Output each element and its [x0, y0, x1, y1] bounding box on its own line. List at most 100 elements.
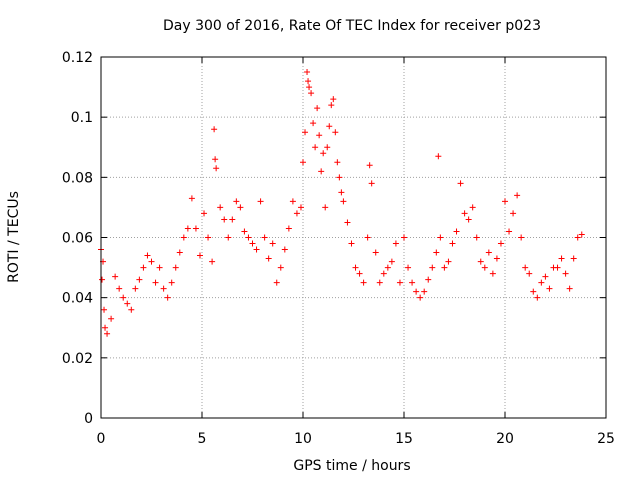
data-point: [192, 225, 199, 232]
data-point: [241, 228, 248, 235]
data-points: [98, 69, 585, 337]
data-point: [334, 159, 341, 166]
data-point: [364, 234, 371, 241]
data-point: [320, 150, 327, 157]
data-point: [417, 294, 424, 301]
data-point: [316, 132, 323, 139]
data-point: [257, 198, 264, 205]
data-point: [225, 234, 232, 241]
data-point: [380, 270, 387, 277]
data-point: [538, 279, 545, 286]
data-point: [176, 249, 183, 256]
data-point: [212, 156, 219, 163]
data-point: [180, 234, 187, 241]
data-point: [388, 258, 395, 265]
data-point: [558, 255, 565, 262]
data-point: [542, 273, 549, 280]
data-point: [304, 69, 311, 76]
data-point: [530, 288, 537, 295]
x-tick-label: 20: [496, 431, 514, 447]
data-point: [324, 144, 331, 151]
data-point: [445, 258, 452, 265]
data-point: [136, 276, 143, 283]
data-point: [281, 246, 288, 253]
data-point: [485, 249, 492, 256]
data-point: [368, 180, 375, 187]
data-point: [465, 216, 472, 223]
data-point: [522, 264, 529, 271]
data-point: [300, 159, 306, 166]
data-point: [344, 219, 351, 226]
data-point: [497, 240, 504, 247]
data-point: [101, 306, 108, 313]
data-point: [437, 234, 444, 241]
data-point: [336, 174, 343, 181]
data-point: [570, 255, 577, 262]
data-point: [314, 105, 321, 112]
data-point: [493, 255, 500, 262]
chart-title: Day 300 of 2016, Rate Of TEC Index for r…: [163, 18, 541, 34]
data-point: [534, 294, 541, 301]
data-point: [328, 102, 335, 109]
data-point: [372, 249, 379, 256]
data-point: [277, 264, 284, 271]
data-point: [229, 216, 236, 223]
data-point: [396, 279, 403, 286]
data-point: [376, 279, 383, 286]
data-point: [221, 216, 228, 223]
data-point: [433, 249, 440, 256]
data-point: [108, 315, 115, 322]
data-point: [102, 324, 109, 331]
data-point: [273, 279, 280, 286]
data-point: [152, 279, 159, 286]
data-point: [338, 189, 345, 196]
data-point: [217, 204, 224, 211]
data-point: [356, 270, 363, 277]
data-point: [140, 264, 147, 271]
data-point: [574, 234, 581, 241]
data-point: [201, 210, 208, 217]
data-point: [144, 252, 151, 259]
data-point: [233, 198, 240, 205]
data-point: [245, 234, 252, 241]
data-point: [340, 198, 347, 205]
data-point: [205, 234, 212, 241]
x-tick-label: 10: [294, 431, 312, 447]
data-point: [360, 279, 367, 286]
y-axis-label: ROTI / TECUs: [6, 191, 22, 283]
data-point: [481, 264, 488, 271]
data-point: [506, 228, 513, 235]
data-point: [489, 270, 496, 277]
data-point: [184, 225, 191, 232]
data-point: [409, 279, 416, 286]
data-point: [453, 228, 460, 235]
data-point: [297, 204, 304, 211]
data-point: [401, 234, 407, 241]
data-point: [312, 144, 319, 151]
data-point: [168, 279, 175, 286]
data-point: [330, 96, 337, 103]
data-point: [461, 210, 468, 217]
data-point: [405, 264, 412, 271]
data-point: [308, 90, 315, 97]
data-point: [514, 192, 521, 199]
data-point: [526, 270, 533, 277]
data-point: [213, 165, 220, 172]
x-tick-label: 5: [198, 431, 207, 447]
data-point: [318, 168, 325, 175]
data-point: [518, 234, 525, 241]
series-roti-p023: [98, 69, 585, 337]
data-point: [413, 288, 420, 295]
data-point: [306, 84, 313, 91]
data-point: [293, 210, 300, 217]
data-point: [554, 264, 561, 271]
x-axis-label: GPS time / hours: [293, 458, 410, 474]
data-point: [285, 225, 292, 232]
data-point: [477, 258, 484, 265]
data-point: [421, 288, 428, 295]
data-point: [457, 180, 464, 187]
data-point: [392, 240, 399, 247]
data-point: [265, 255, 272, 262]
data-point: [116, 285, 123, 292]
